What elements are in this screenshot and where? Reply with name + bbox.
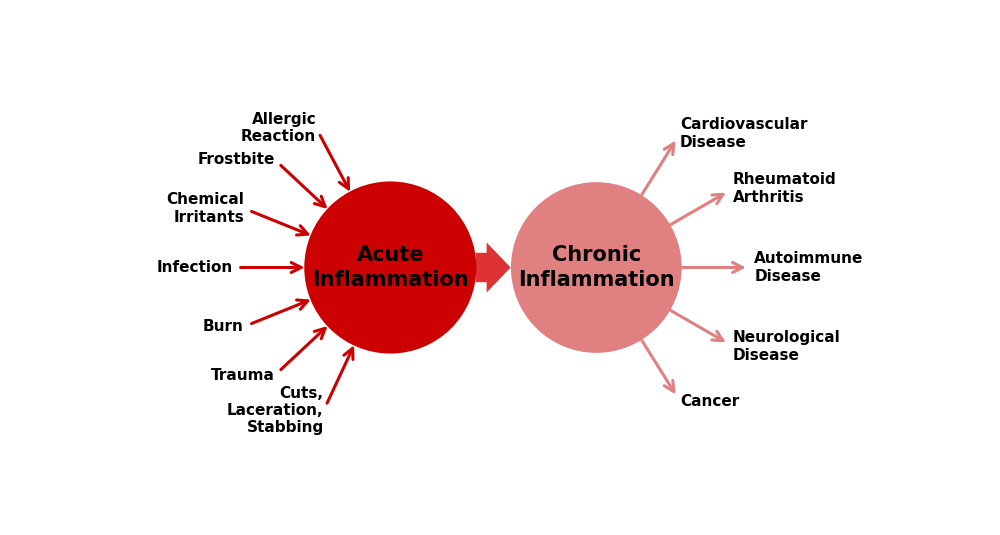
Text: Allergic
Reaction: Allergic Reaction: [241, 112, 316, 144]
Text: Chronic
Inflammation: Chronic Inflammation: [518, 245, 675, 290]
Text: Trauma: Trauma: [211, 368, 275, 383]
Text: Frostbite: Frostbite: [198, 152, 275, 167]
Text: Burn: Burn: [203, 319, 244, 334]
Text: Cuts,
Laceration,
Stabbing: Cuts, Laceration, Stabbing: [227, 386, 324, 435]
Text: Cardiovascular
Disease: Cardiovascular Disease: [680, 118, 807, 150]
Text: Infection: Infection: [156, 260, 232, 275]
Text: Rheumatoid
Arthritis: Rheumatoid Arthritis: [733, 172, 837, 205]
Circle shape: [307, 185, 473, 350]
Text: Neurological
Disease: Neurological Disease: [733, 330, 841, 363]
Text: Acute
Inflammation: Acute Inflammation: [312, 245, 469, 290]
Text: Autoimmune
Disease: Autoimmune Disease: [754, 251, 864, 284]
Text: Chemical
Irritants: Chemical Irritants: [166, 192, 244, 225]
Circle shape: [513, 185, 679, 350]
Polygon shape: [476, 242, 511, 293]
Text: Cancer: Cancer: [680, 394, 739, 409]
